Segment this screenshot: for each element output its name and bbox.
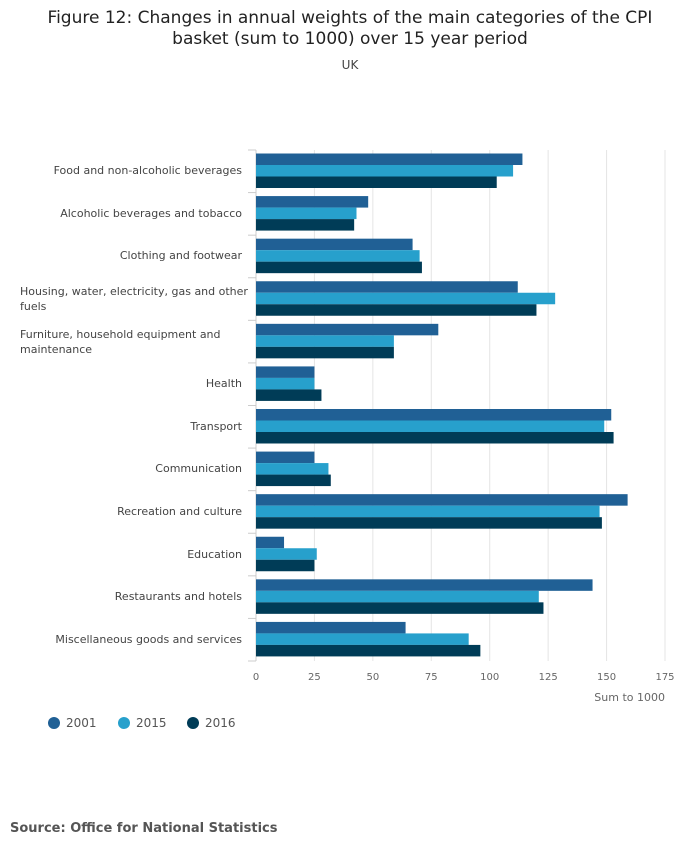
category-label: Food and non-alcoholic beverages [53, 164, 242, 178]
bar-2015-4 [256, 292, 556, 305]
bar-2001-11 [256, 579, 593, 591]
x-tick-label: 75 [425, 672, 438, 683]
legend-item-2015[interactable]: 2015 [118, 716, 167, 730]
bar-2001-10 [256, 536, 285, 549]
source-note: Source: Office for National Statistics [10, 821, 278, 836]
bar-2015-11 [256, 590, 539, 603]
legend-label: 2015 [136, 716, 167, 730]
x-tick-label: 175 [655, 672, 674, 683]
category-label: Alcoholic beverages and tobacco [60, 206, 242, 220]
legend-label: 2001 [66, 716, 97, 730]
bar-2001-8 [256, 451, 315, 464]
legend-label: 2016 [205, 716, 236, 730]
bar-2015-1 [256, 165, 514, 177]
bar-2016-9 [256, 517, 602, 529]
bar-2001-2 [256, 196, 369, 208]
legend-swatch [118, 717, 130, 729]
x-tick-label: 50 [366, 672, 379, 683]
chart-subtitle: UK [341, 58, 359, 72]
bar-2015-10 [256, 548, 317, 560]
category-label: Recreation and culture [117, 504, 242, 518]
x-tick-label: 125 [539, 672, 558, 683]
x-axis-label: Sum to 1000 [594, 691, 665, 704]
legend-swatch [48, 717, 60, 729]
bar-2001-12 [256, 621, 406, 634]
bar-2016-7 [256, 432, 614, 444]
category-label: Education [187, 547, 242, 561]
legend-swatch [187, 717, 199, 729]
category-label: Housing, water, electricity, gas and oth… [20, 285, 248, 314]
bar-2016-12 [256, 644, 481, 657]
bar-2001-6 [256, 366, 315, 378]
chart-title-line-1: Figure 12: Changes in annual weights of … [47, 8, 653, 28]
bar-2001-9 [256, 494, 628, 506]
x-tick-label: 100 [480, 672, 499, 683]
category-label: Restaurants and hotels [114, 590, 242, 604]
bar-2015-6 [256, 377, 315, 390]
bar-2015-3 [256, 250, 420, 262]
bar-2001-4 [256, 281, 518, 293]
bar-2015-5 [256, 335, 394, 347]
category-label: Clothing and footwear [119, 249, 242, 263]
category-label: Health [205, 377, 242, 391]
bar-2001-5 [256, 323, 439, 336]
legend-item-2016[interactable]: 2016 [187, 716, 236, 730]
bar-2015-2 [256, 207, 357, 220]
bar-2016-4 [256, 304, 537, 316]
bar-2015-8 [256, 463, 329, 475]
bar-2016-8 [256, 474, 331, 487]
chart-title-line-2: basket (sum to 1000) over 15 year period [172, 29, 528, 49]
x-tick-label: 0 [253, 672, 259, 683]
bar-2016-1 [256, 176, 497, 188]
category-label: Transport [190, 419, 242, 433]
category-label: Miscellaneous goods and services [55, 632, 242, 646]
bar-2016-2 [256, 219, 355, 231]
bar-2001-7 [256, 409, 612, 421]
x-tick-label: 150 [597, 672, 616, 683]
legend-item-2001[interactable]: 2001 [48, 716, 97, 730]
category-label: Furniture, household equipment and maint… [20, 327, 221, 356]
bar-2015-7 [256, 420, 605, 432]
bar-2016-10 [256, 559, 315, 572]
bar-2016-11 [256, 602, 544, 614]
bar-2016-3 [256, 261, 422, 274]
bar-2001-3 [256, 238, 413, 251]
chart-title: Figure 12: Changes in annual weights of … [0, 8, 700, 50]
bar-2015-9 [256, 505, 600, 518]
bar-2015-12 [256, 633, 469, 645]
bar-2016-6 [256, 389, 322, 401]
category-label: Communication [155, 462, 242, 476]
bar-2016-5 [256, 346, 394, 359]
bar-2001-1 [256, 153, 523, 165]
x-tick-label: 25 [308, 672, 321, 683]
